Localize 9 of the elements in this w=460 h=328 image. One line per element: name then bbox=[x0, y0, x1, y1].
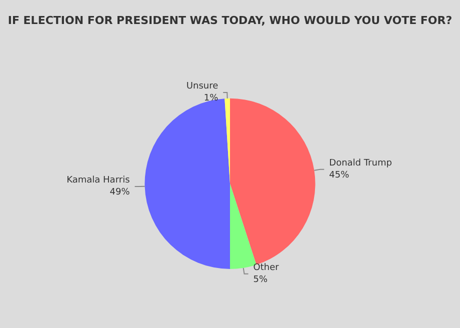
slice-label: Donald Trump bbox=[329, 158, 392, 168]
slice-label: Unsure bbox=[186, 81, 219, 92]
data-label: 1% bbox=[204, 93, 219, 104]
slice-label: Other bbox=[253, 262, 280, 273]
data-label: 49% bbox=[110, 188, 130, 198]
slice-label: Kamala Harris bbox=[66, 176, 130, 186]
data-label: 5% bbox=[253, 274, 268, 285]
data-label: 45% bbox=[329, 170, 350, 180]
chart-title: IF ELECTION FOR PRESIDENT WAS TODAY, WHO WOULD YOU VOTE FOR? bbox=[8, 14, 452, 27]
